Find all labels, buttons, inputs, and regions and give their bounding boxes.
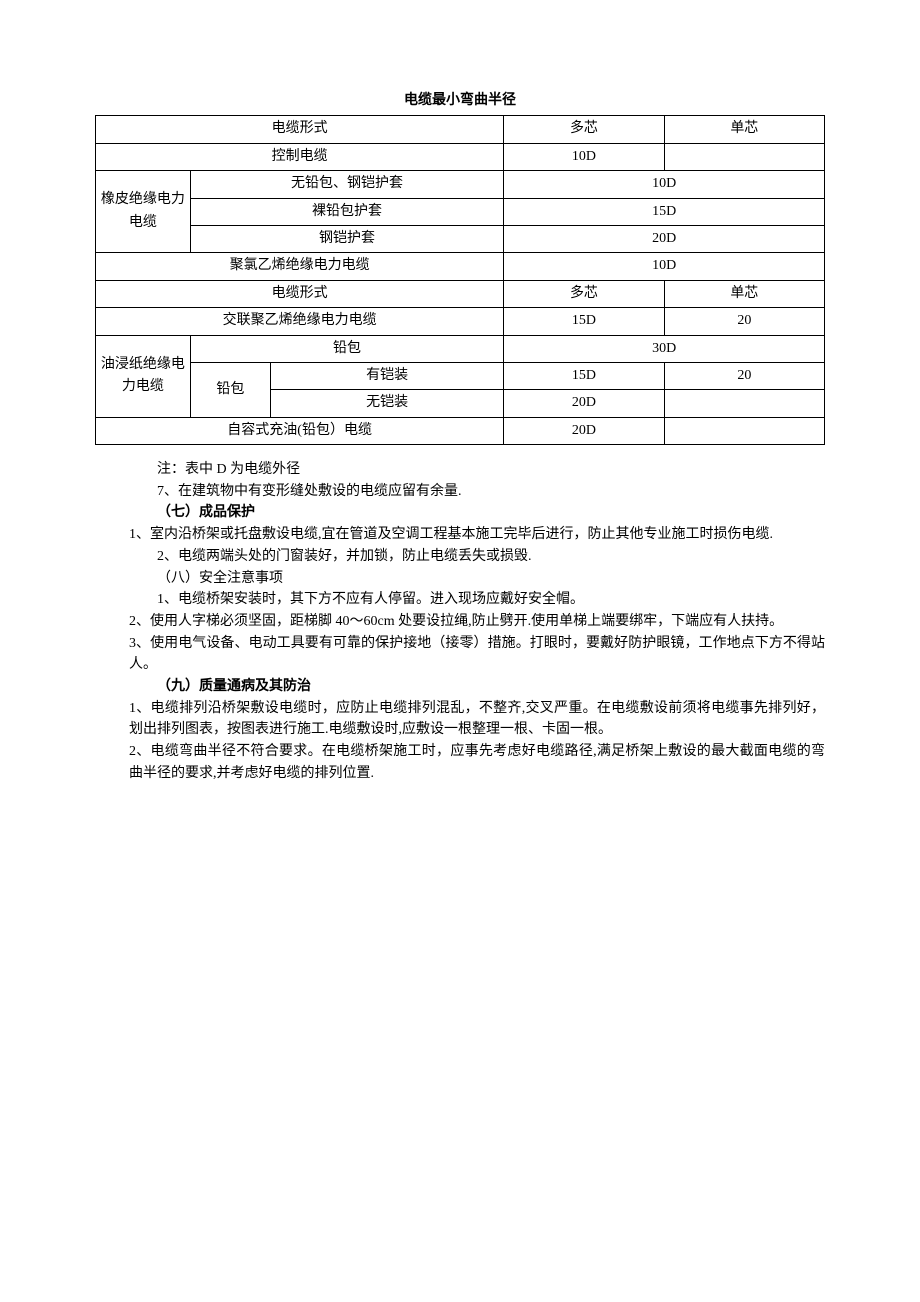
cell-label: 电缆形式 — [96, 280, 504, 307]
header-single-core: 单芯 — [664, 116, 824, 143]
cell-label: 裸铅包护套 — [190, 198, 503, 225]
cell-label: 控制电缆 — [96, 143, 504, 170]
paragraph: 1、电缆桥架安装时，其下方不应有人停留。进入现场应戴好安全帽。 — [129, 589, 825, 611]
cell-value: 20D — [504, 390, 664, 417]
section-heading: （九）质量通病及其防治 — [129, 676, 825, 698]
cell-label: 交联聚乙烯绝缘电力电缆 — [96, 308, 504, 335]
cell-value: 10D — [504, 143, 664, 170]
cable-bend-radius-table: 电缆形式 多芯 单芯 控制电缆 10D 橡皮绝缘电力电缆 无铅包、钢铠护套 10… — [95, 115, 825, 445]
table-row: 电缆形式 多芯 单芯 — [96, 280, 825, 307]
cell-label: 钢铠护套 — [190, 225, 503, 252]
paragraph: 7、在建筑物中有变形缝处敷设的电缆应留有余量. — [129, 481, 825, 503]
paragraph: 2、使用人字梯必须坚固，距梯脚 40～60cm 处要设拉绳,防止劈开.使用单梯上… — [129, 611, 825, 633]
table-row: 电缆形式 多芯 单芯 — [96, 116, 825, 143]
section-heading: （七）成品保护 — [129, 502, 825, 524]
paragraph: 2、电缆弯曲半径不符合要求。在电缆桥架施工时，应事先考虑好电缆路径,满足桥架上敷… — [129, 741, 825, 784]
cell-value: 多芯 — [504, 280, 664, 307]
note-text: 注：表中 D 为电缆外径 — [129, 459, 825, 481]
cell-label: 聚氯乙烯绝缘电力电缆 — [96, 253, 504, 280]
table-row: 裸铅包护套 15D — [96, 198, 825, 225]
table-title: 电缆最小弯曲半径 — [95, 90, 825, 112]
cell-label: 有铠装 — [270, 362, 503, 389]
cell-value — [664, 417, 824, 444]
header-cable-form: 电缆形式 — [96, 116, 504, 143]
table-row: 橡皮绝缘电力电缆 无铅包、钢铠护套 10D — [96, 171, 825, 198]
cell-value: 15D — [504, 198, 825, 225]
cell-value: 单芯 — [664, 280, 824, 307]
cell-label: 无铠装 — [270, 390, 503, 417]
cell-label: 自容式充油(铅包）电缆 — [96, 417, 504, 444]
cell-value: 20D — [504, 417, 664, 444]
table-row: 钢铠护套 20D — [96, 225, 825, 252]
cell-label: 橡皮绝缘电力电缆 — [96, 171, 191, 253]
body-text: 注：表中 D 为电缆外径 7、在建筑物中有变形缝处敷设的电缆应留有余量. （七）… — [95, 459, 825, 784]
paragraph: 1、室内沿桥架或托盘敷设电缆,宜在管道及空调工程基本施工完毕后进行，防止其他专业… — [129, 524, 825, 546]
cell-value: 20 — [664, 308, 824, 335]
header-multi-core: 多芯 — [504, 116, 664, 143]
cell-value: 15D — [504, 362, 664, 389]
cell-label: 铅包 — [190, 362, 270, 417]
paragraph: 1、电缆排列沿桥架敷设电缆时，应防止电缆排列混乱，不整齐,交叉严重。在电缆敷设前… — [129, 698, 825, 741]
cell-value: 10D — [504, 253, 825, 280]
cell-label: 油浸纸绝缘电力电缆 — [96, 335, 191, 417]
cell-label: 无铅包、钢铠护套 — [190, 171, 503, 198]
table-row: 交联聚乙烯绝缘电力电缆 15D 20 — [96, 308, 825, 335]
section-heading: （八）安全注意事项 — [129, 568, 825, 590]
cell-value — [664, 143, 824, 170]
table-row: 聚氯乙烯绝缘电力电缆 10D — [96, 253, 825, 280]
paragraph: 3、使用电气设备、电动工具要有可靠的保护接地（接零）措施。打眼时，要戴好防护眼镜… — [129, 633, 825, 676]
cell-value — [664, 390, 824, 417]
cell-value: 20D — [504, 225, 825, 252]
paragraph: 2、电缆两端头处的门窗装好，并加锁，防止电缆丢失或损毁. — [129, 546, 825, 568]
cell-label: 铅包 — [190, 335, 503, 362]
table-row: 油浸纸绝缘电力电缆 铅包 30D — [96, 335, 825, 362]
cell-value: 30D — [504, 335, 825, 362]
cell-value: 20 — [664, 362, 824, 389]
cell-value: 10D — [504, 171, 825, 198]
table-row: 自容式充油(铅包）电缆 20D — [96, 417, 825, 444]
cell-value: 15D — [504, 308, 664, 335]
table-row: 铅包 有铠装 15D 20 — [96, 362, 825, 389]
table-row: 控制电缆 10D — [96, 143, 825, 170]
